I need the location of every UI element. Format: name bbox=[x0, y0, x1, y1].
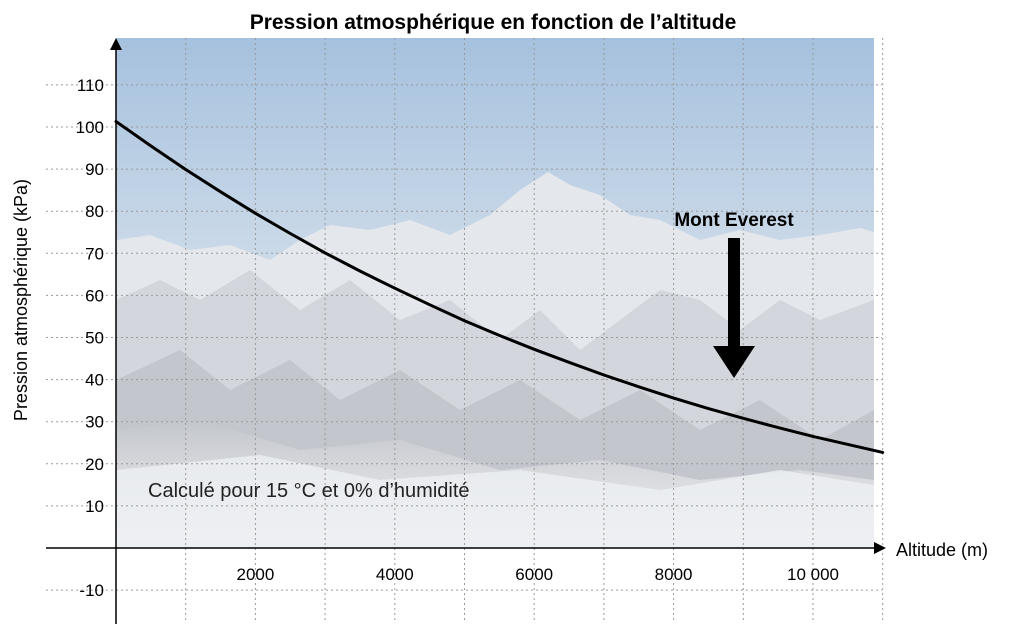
series bbox=[114, 120, 885, 454]
pressure-curve bbox=[114, 120, 885, 454]
y-tick-label: 40 bbox=[85, 371, 104, 390]
y-tick-label: 100 bbox=[76, 118, 104, 137]
y-tick-label: 70 bbox=[85, 244, 104, 263]
x-tick-label: 10 000 bbox=[787, 565, 839, 584]
axes bbox=[46, 38, 886, 624]
arrow-head bbox=[713, 346, 755, 378]
y-tick-label: 60 bbox=[85, 286, 104, 305]
chart-title: Pression atmosphérique en fonction de l’… bbox=[250, 11, 737, 34]
x-tick-label: 2000 bbox=[236, 565, 274, 584]
y-tick-label: 50 bbox=[85, 329, 104, 348]
mont-everest-arrow bbox=[713, 238, 755, 378]
y-tick-label: -10 bbox=[79, 581, 104, 600]
x-tick-label: 4000 bbox=[376, 565, 414, 584]
y-axis-label: Pression atmosphérique (kPa) bbox=[11, 179, 31, 421]
y-tick-label: 80 bbox=[85, 202, 104, 221]
y-tick-label: 20 bbox=[85, 455, 104, 474]
mont-everest-label: Mont Everest bbox=[674, 210, 794, 231]
arrow-shaft bbox=[728, 238, 740, 346]
tick-labels: -10 10 20 30 40 50 60 70 80 90 100 110 2000 4000 6000 8… bbox=[76, 76, 839, 600]
x-tick-label: 8000 bbox=[655, 565, 693, 584]
mountain-background bbox=[116, 38, 874, 548]
y-axis-arrowhead bbox=[110, 38, 122, 50]
conditions-note: Calculé pour 15 °C et 0% d’humidité bbox=[148, 480, 470, 502]
y-tick-label: 110 bbox=[77, 76, 104, 95]
y-tick-label: 30 bbox=[85, 413, 104, 432]
x-tick-label: 6000 bbox=[515, 565, 553, 584]
y-tick-label: 90 bbox=[85, 160, 104, 179]
y-tick-label: 10 bbox=[85, 497, 104, 516]
x-axis-arrowhead bbox=[874, 542, 886, 554]
grid-lines bbox=[46, 38, 884, 622]
x-axis-label: Altitude (m) bbox=[896, 540, 988, 560]
